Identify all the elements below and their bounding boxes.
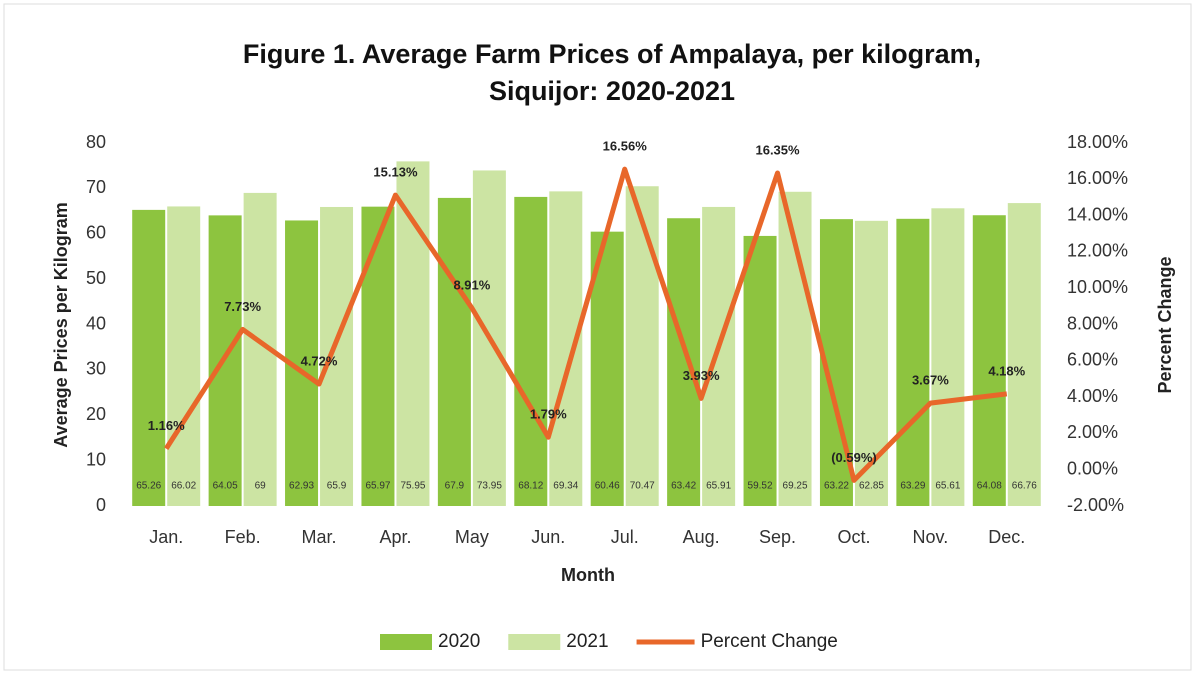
- legend-label: 2020: [438, 631, 480, 652]
- y2-tick-label: 0.00%: [1067, 458, 1118, 478]
- line-value-label: 7.73%: [224, 299, 261, 314]
- line-value-label: 3.67%: [912, 373, 949, 388]
- bar-value-label: 59.52: [748, 481, 773, 492]
- y2-tick-label: 14.00%: [1067, 204, 1128, 224]
- bar-value-label: 65.91: [706, 481, 731, 492]
- y-tick-label: 50: [86, 268, 106, 288]
- bar: [361, 206, 395, 506]
- x-tick-label: May: [455, 527, 489, 547]
- y2-tick-label: 2.00%: [1067, 422, 1118, 442]
- bar-value-label: 64.08: [977, 481, 1002, 492]
- bar: [396, 161, 430, 506]
- x-tick-label: Aug.: [683, 527, 720, 547]
- line-value-label: 8.91%: [453, 277, 490, 292]
- bar: [1007, 203, 1041, 506]
- bar: [625, 186, 659, 506]
- x-tick-label: Mar.: [302, 527, 337, 547]
- chart-title: Siquijor: 2020-2021: [489, 76, 735, 106]
- bar: [972, 215, 1006, 506]
- x-tick-label: Dec.: [988, 527, 1025, 547]
- chart-title: Figure 1. Average Farm Prices of Ampalay…: [243, 39, 981, 69]
- bar: [702, 206, 736, 506]
- bar-value-label: 70.47: [630, 481, 655, 492]
- y2-tick-label: 10.00%: [1067, 277, 1128, 297]
- x-tick-label: Oct.: [837, 527, 870, 547]
- x-tick-label: Jul.: [611, 527, 639, 547]
- y2-tick-label: 8.00%: [1067, 313, 1118, 333]
- bar-value-label: 69.34: [553, 481, 578, 492]
- bar: [167, 206, 201, 506]
- y-axis-title: Average Prices per Kilogram: [51, 202, 71, 447]
- bar-value-label: 69.25: [783, 481, 808, 492]
- bar-value-label: 62.85: [859, 481, 884, 492]
- y-tick-label: 20: [86, 404, 106, 424]
- line: [164, 166, 1008, 483]
- bar-value-label: 65.97: [365, 481, 390, 492]
- bar-value-label: 66.76: [1012, 481, 1037, 492]
- bar: [549, 191, 583, 506]
- x-tick-label: Jan.: [149, 527, 183, 547]
- bar-value-label: 63.22: [824, 481, 849, 492]
- bar-value-label: 65.9: [327, 481, 347, 492]
- bar-value-label: 60.46: [595, 481, 620, 492]
- y-tick-label: 60: [86, 223, 106, 243]
- y-tick-label: 40: [86, 313, 106, 333]
- x-tick-label: Sep.: [759, 527, 796, 547]
- y2-tick-label: 6.00%: [1067, 350, 1118, 370]
- bar-value-label: 63.29: [900, 481, 925, 492]
- y2-axis-title: Percent Change: [1155, 256, 1175, 393]
- bar: [896, 218, 930, 506]
- line-value-label: 3.93%: [683, 368, 720, 383]
- x-tick-label: Nov.: [913, 527, 949, 547]
- y2-tick-label: 12.00%: [1067, 241, 1128, 261]
- line-value-label: 15.13%: [373, 165, 418, 180]
- line-value-label: 1.79%: [530, 407, 567, 422]
- y2-tick-label: 18.00%: [1067, 132, 1128, 152]
- line-value-label: 16.35%: [755, 142, 800, 157]
- bar: [667, 218, 701, 506]
- legend-label: 2021: [566, 631, 608, 652]
- legend-label: Percent Change: [701, 631, 838, 652]
- line-value-label: 4.18%: [988, 363, 1025, 378]
- bar-value-label: 75.95: [400, 481, 425, 492]
- bar: [132, 209, 166, 506]
- y-tick-label: 70: [86, 177, 106, 197]
- bar-value-label: 73.95: [477, 481, 502, 492]
- bar: [320, 206, 354, 506]
- line-value-label: (0.59%): [831, 450, 877, 465]
- bar-value-label: 65.61: [935, 481, 960, 492]
- legend-swatch: [508, 634, 561, 650]
- x-tick-label: Jun.: [531, 527, 565, 547]
- bar-value-label: 68.12: [518, 481, 543, 492]
- y-tick-label: 80: [86, 132, 106, 152]
- x-axis-title: Month: [561, 565, 615, 585]
- y2-tick-label: -2.00%: [1067, 495, 1124, 515]
- x-tick-label: Feb.: [225, 527, 261, 547]
- bar: [743, 235, 777, 507]
- bar-value-label: 63.42: [671, 481, 696, 492]
- bar: [437, 197, 471, 506]
- bar-value-label: 66.02: [171, 481, 196, 492]
- y-tick-label: 30: [86, 359, 106, 379]
- bar-value-label: 62.93: [289, 481, 314, 492]
- y2-tick-label: 16.00%: [1067, 168, 1128, 188]
- y2-tick-label: 4.00%: [1067, 386, 1118, 406]
- bar: [854, 220, 888, 507]
- bar-value-label: 69: [255, 481, 267, 492]
- line-value-label: 16.56%: [603, 139, 648, 154]
- bar-value-label: 64.05: [213, 481, 238, 492]
- bar: [931, 208, 965, 507]
- legend-swatch: [380, 634, 432, 650]
- line-value-label: 1.16%: [148, 418, 185, 433]
- y-tick-label: 0: [96, 495, 106, 515]
- x-tick-label: Apr.: [379, 527, 411, 547]
- bar: [514, 196, 548, 506]
- bar-value-label: 67.9: [445, 481, 465, 492]
- y-tick-label: 10: [86, 449, 106, 469]
- line-value-label: 4.72%: [301, 353, 338, 368]
- bar-value-label: 65.26: [136, 481, 161, 492]
